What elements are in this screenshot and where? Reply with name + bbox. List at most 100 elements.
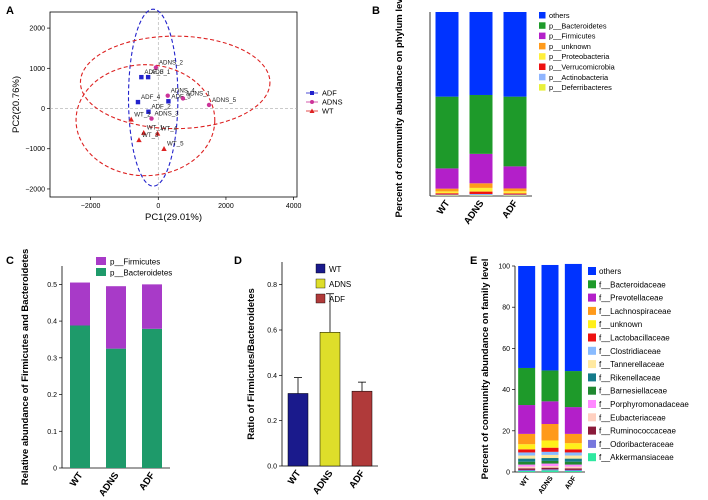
bar-segment-f-porphyromonadaceae [518, 464, 536, 467]
y-tick-label: 60 [502, 346, 510, 353]
y-tick-label: 0.0 [267, 464, 277, 471]
bar-segment-others [469, 12, 493, 95]
legend-label: ADNS [329, 280, 351, 289]
bar-segment-p-verrucomicrobia [503, 193, 527, 195]
bar-segment-p-actinobacteria [469, 193, 493, 196]
x-tick-label: 2000 [218, 203, 234, 210]
y-tick-label: 0.4 [47, 319, 57, 326]
bar-segment-f-ruminococcaceae [518, 468, 536, 470]
legend-swatch [588, 267, 596, 275]
bar-segment-f-eubacteriaceae [564, 466, 582, 469]
panel-a-pca: −2000 0 2000 4000 −2000 −1000 0 1000 2000 PC1(29.… [11, 8, 343, 223]
x-tick-label: ADNS [97, 470, 121, 498]
legend-swatch [96, 268, 106, 276]
data-point-wt-5 [161, 146, 167, 151]
legend-label: f__unknown [599, 320, 642, 329]
legend-label: others [549, 11, 570, 20]
legend-swatch [588, 373, 596, 382]
legend-label: f__Lachnospiraceae [599, 307, 672, 316]
bar-segment-f-odoribacteraceae [541, 469, 559, 471]
bar-segment-p-bacteroidetes [469, 94, 493, 154]
bar-segment-f-akkermansiaceae [518, 470, 536, 472]
y-axis-title: Percent of community abundance on phylum… [394, 0, 405, 218]
legend-swatch [588, 293, 596, 302]
panel-label-c: C [6, 255, 14, 267]
bar-segment-f-prevotellaceae [541, 401, 559, 425]
data-point-adns-3 [149, 116, 154, 121]
x-tick-label: 4000 [286, 203, 302, 210]
confidence-ellipse-adns [79, 35, 271, 130]
y-tick-label: 0.2 [267, 418, 277, 425]
legend-label: WT [329, 265, 342, 274]
panel-b-phylum: WT ADNS ADF Percent of community abundance … [394, 0, 616, 227]
bar-segment-f-eubacteriaceae [518, 466, 536, 469]
legend-label: p__Bacteroidetes [110, 269, 172, 278]
point-label: ADNS_3 [155, 111, 180, 118]
legend-label: f__Odoribacteraceae [599, 440, 674, 449]
point-label: ADF_3 [144, 69, 164, 76]
bar-segment-f-prevotellaceae [518, 405, 536, 434]
legend-label: f__Akkermansiaceae [599, 453, 674, 462]
legend-swatch [96, 257, 106, 265]
legend-swatch [588, 400, 596, 408]
bar-segment-p-actinobacteria [435, 194, 459, 196]
legend-label: ADF [322, 89, 337, 98]
point-label: ADNS_1 [186, 90, 211, 97]
legend-label: f__Clostridiaceae [599, 347, 661, 356]
point-label: WT_5 [167, 141, 184, 148]
bar-segment-f-ruminococcaceae [564, 468, 582, 470]
confidence-ellipse-wt [75, 64, 216, 177]
data-point-adf-2 [146, 109, 151, 114]
x-tick-label: ADF [500, 198, 520, 220]
legend-marker-adf [310, 91, 314, 95]
bar-segment-p-proteobacteria [435, 191, 459, 194]
x-tick-label: −2000 [81, 203, 101, 210]
legend-label: f__Tannerellaceae [599, 360, 665, 369]
bar-segment-p-firmicutes [435, 168, 459, 189]
bar-segment-others [518, 266, 536, 368]
bar-segment-f-lactobacillaceae [518, 449, 536, 453]
x-tick-label: ADNS [538, 475, 555, 496]
y-tick-label: 0 [506, 470, 510, 477]
legend-swatch [588, 386, 596, 395]
bar-segment-others [564, 263, 582, 372]
y-axis-title: Ratio of Firmicutes/Bacteroidetes [246, 288, 257, 440]
bar-segment-f-odoribacteraceae [518, 469, 536, 471]
legend-swatch [588, 346, 596, 355]
point-label: WT_4 [161, 125, 178, 132]
bar-segment-p-verrucomicrobia [435, 193, 459, 195]
data-point-wt-2 [128, 116, 134, 122]
bar-segment-f-tannerellaceae [564, 455, 582, 459]
legend-label: p__Verrucomicrobia [549, 63, 616, 72]
bar-segment-f-eubacteriaceae [541, 466, 559, 468]
bar-segment-f-unknown [518, 444, 536, 450]
legend-swatch [588, 413, 596, 422]
point-label: ADF_5 [171, 93, 191, 100]
x-tick-label: ADNS [311, 468, 335, 496]
y-tick-label: 0.8 [267, 282, 277, 289]
bar-segment-p-firmicutes [142, 284, 162, 329]
y-tick-label: 0.4 [267, 373, 277, 380]
bar-segment-p-firmicutes [70, 282, 90, 326]
bar-segment-f-porphyromonadaceae [541, 463, 559, 467]
y-tick-label: 0.1 [47, 429, 57, 436]
data-point-wt-3 [136, 137, 142, 143]
bar-segment-f-odoribacteraceae [564, 469, 582, 471]
y-tick-label: 20 [502, 428, 510, 435]
data-point-wt-4 [154, 130, 161, 136]
y-tick-label: 0 [41, 106, 45, 113]
bar-segment-f-prevotellaceae [564, 407, 582, 434]
data-point-adns-1 [180, 96, 186, 101]
bar-segment-p-verrucomicrobia [469, 191, 493, 194]
legend-swatch [539, 32, 546, 40]
bar-segment-f-bacteroidaceae [518, 367, 536, 406]
data-point-adf-5 [166, 99, 171, 104]
y-tick-label: 80 [502, 305, 510, 312]
y-tick-label: 0.6 [267, 328, 277, 335]
bar-segment-p-bacteroidetes [106, 348, 126, 468]
legend-swatch [315, 293, 326, 304]
bar-segment-f-clostridiaceae [564, 452, 582, 456]
panel-e-family: 0 20 40 60 80 100 WT ADNS ADF Percent of communit… [480, 259, 689, 496]
point-label: ADF_1 [151, 69, 171, 76]
data-point-adns-5 [206, 102, 212, 108]
